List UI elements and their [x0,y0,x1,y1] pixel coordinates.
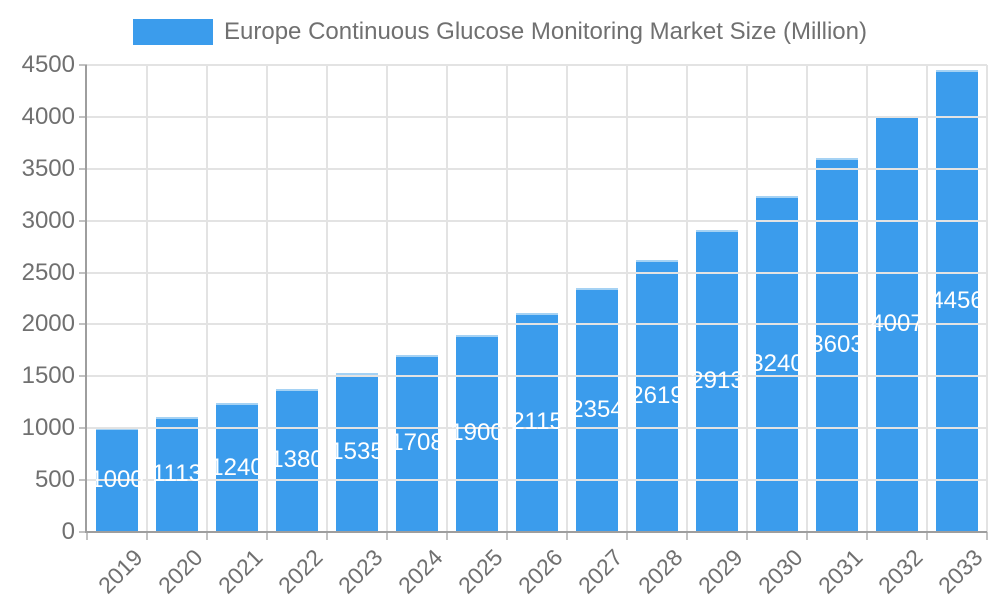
x-tick [206,532,208,540]
x-axis-tick-label: 2028 [632,544,688,599]
grid-line-v [806,65,808,532]
x-axis-tick-label: 2021 [212,544,268,599]
grid-line-v [386,65,388,532]
x-axis-tick-label: 2019 [92,544,148,599]
y-axis-tick-label: 4500 [21,51,75,78]
y-axis-tick-label: 0 [61,518,75,545]
bar[interactable] [516,312,558,532]
grid-line-v [446,65,448,532]
grid-line-h [87,64,987,66]
x-axis-tick-label: 2023 [332,544,388,599]
grid-line-h [87,115,987,118]
y-axis-tick-label: 1500 [21,362,75,390]
y-axis-tick-label: 3500 [21,154,75,182]
bar[interactable] [696,229,738,532]
x-tick [986,532,988,540]
x-tick [446,532,448,540]
y-tick [79,115,87,118]
x-tick [146,532,148,540]
x-axis-tick-label: 2027 [572,544,628,599]
x-axis-tick-label: 2033 [932,544,988,599]
x-tick [326,532,328,540]
bar[interactable] [756,195,798,532]
x-axis-tick-label: 2025 [452,544,508,599]
bar[interactable] [576,287,618,532]
bar[interactable] [636,260,678,532]
x-axis-tick-label: 2020 [152,544,208,599]
x-tick [266,532,268,540]
grid-line-v [626,65,628,532]
bar[interactable] [456,334,498,532]
y-tick [79,427,87,430]
x-tick [566,532,568,540]
x-axis-tick-label: 2030 [752,544,808,599]
bar[interactable] [156,416,198,532]
bar[interactable] [816,158,858,532]
y-tick [79,167,87,170]
x-tick [386,532,388,540]
x-tick [866,532,868,540]
y-tick [79,219,87,222]
y-tick [79,64,87,66]
plot-area: 0 500 1000 1500 2000 2500 3000 3500 4000 4500 1000… [22,51,988,599]
grid-line-v [266,65,268,532]
x-axis-tick-label: 2032 [872,544,928,599]
x-tick [686,532,688,540]
y-axis-tick-label: 3000 [21,206,75,234]
grid-line-v [926,65,928,532]
bar[interactable] [96,428,138,532]
bar[interactable] [336,372,378,532]
legend-swatch [133,19,214,45]
x-axis-tick-label: 2029 [692,544,748,599]
y-axis-tick-label: 1000 [21,414,75,442]
y-tick [79,375,87,378]
y-axis-tick-label: 2000 [21,310,75,338]
grid-line-v [686,65,688,532]
x-tick [506,532,508,540]
y-tick [79,271,87,274]
x-tick [626,532,628,540]
x-tick [746,532,748,540]
y-tick [79,479,87,482]
grid-line-v [986,65,988,532]
bar[interactable] [216,403,258,532]
grid-line-v [206,65,208,532]
grid-line-v [146,65,148,532]
bar[interactable] [936,69,978,532]
legend-label: Europe Continuous Glucose Monitoring Mar… [224,18,867,45]
x-axis-tick-label: 2024 [392,544,448,599]
y-axis-line [85,65,87,532]
legend[interactable]: Europe Continuous Glucose Monitoring Mar… [0,18,1000,46]
y-tick [79,531,87,533]
x-tick [926,532,928,540]
bar[interactable] [396,354,438,532]
grid-line-v [506,65,508,532]
grid-line-v [746,65,748,532]
grid-line-v [866,65,868,532]
y-axis-tick-label: 2500 [21,258,75,286]
x-tick [806,532,808,540]
x-axis-tick-label: 2022 [272,544,328,599]
grid-line-v [566,65,568,532]
y-tick [79,323,87,326]
x-axis-tick-label: 2026 [512,544,568,599]
x-axis-tick-label: 2031 [812,544,868,599]
grid-line-v [326,65,328,532]
y-axis-tick-label: 4000 [21,102,75,130]
bar[interactable] [876,116,918,532]
bar[interactable] [276,388,318,532]
x-tick [86,532,88,540]
y-axis-tick-label: 500 [34,466,75,494]
